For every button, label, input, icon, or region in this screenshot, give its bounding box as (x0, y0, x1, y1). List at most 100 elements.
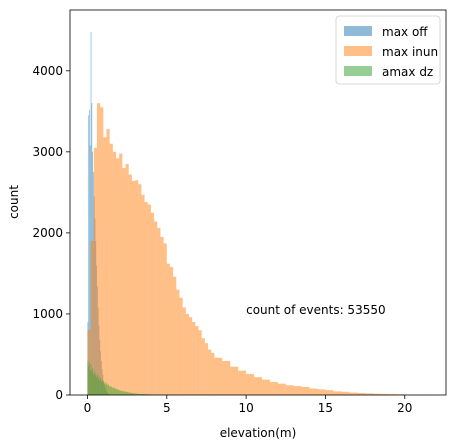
histogram-bars (87, 31, 429, 396)
histogram-bar (201, 338, 205, 395)
histogram-bar (112, 387, 113, 395)
legend-label: max off (382, 25, 428, 39)
histogram-bar (147, 204, 151, 395)
histogram-bar (269, 382, 278, 395)
histogram-bar (110, 387, 112, 395)
histogram-bar (115, 389, 117, 395)
histogram-bar (138, 184, 142, 395)
histogram-bar (122, 390, 124, 395)
histogram-bar (107, 385, 109, 395)
y-tick-label: 3000 (32, 145, 63, 159)
histogram-bar (154, 221, 158, 395)
series-1 (87, 103, 429, 396)
histogram-bar (105, 384, 107, 395)
histogram-bar (120, 390, 122, 395)
histogram-bar (130, 392, 132, 395)
legend-label: max inun (382, 45, 438, 59)
histogram-bar (333, 391, 342, 395)
legend-swatch (344, 66, 372, 76)
histogram-bar (222, 360, 231, 395)
histogram-bar (90, 241, 94, 395)
histogram-bar (141, 194, 145, 395)
legend-swatch (344, 46, 372, 56)
histogram-bar (94, 375, 96, 395)
histogram-bar (119, 390, 121, 395)
histogram-bar (112, 151, 117, 395)
histogram-bar (150, 212, 155, 395)
histogram-bar (91, 371, 93, 395)
series-2 (87, 360, 247, 395)
histogram-bar (246, 373, 255, 395)
histogram-bar (141, 394, 145, 395)
histogram-bar (133, 393, 136, 395)
histogram-bar (166, 263, 170, 395)
histogram-bar (96, 103, 101, 396)
histogram-bar (117, 389, 119, 395)
histogram-bar (173, 276, 177, 395)
histogram-bar (100, 377, 101, 395)
histogram-bar (176, 289, 180, 395)
histogram-bar (102, 382, 104, 395)
histogram-bar (103, 381, 105, 395)
histogram-bar (325, 390, 334, 395)
histogram-bar (90, 31, 92, 395)
histogram-bar (160, 236, 164, 395)
histogram-bar (112, 387, 114, 395)
legend-swatch (344, 26, 372, 36)
event-count-annotation: count of events: 53550 (246, 303, 386, 317)
histogram-bar (118, 390, 120, 395)
histogram-bar (126, 391, 128, 395)
histogram-bar (188, 317, 193, 395)
histogram-bar (309, 388, 318, 395)
histogram-bar (108, 386, 110, 395)
histogram-bar (109, 143, 113, 395)
plot-frame (69, 9, 447, 396)
histogram-bar (128, 174, 132, 395)
x-tick-label: 15 (318, 401, 333, 415)
histogram-bar (106, 129, 110, 395)
histogram-bar (100, 381, 102, 395)
histogram-bar (208, 349, 212, 395)
histogram-bar (144, 394, 148, 395)
histogram-bar (179, 297, 183, 395)
x-axis-ticks: 0 5 10 15 20 (84, 395, 412, 415)
histogram-bar (93, 370, 95, 395)
histogram-bar (301, 386, 310, 395)
histogram-bar (123, 391, 124, 395)
histogram-bar (380, 394, 389, 395)
histogram-bar (104, 383, 105, 395)
histogram-bar (124, 391, 126, 395)
histogram-bar (89, 145, 91, 395)
x-tick-label: 0 (84, 401, 92, 415)
y-tick-label: 0 (55, 388, 63, 402)
y-tick-label: 1000 (32, 307, 63, 321)
histogram-bar (230, 366, 239, 395)
histogram-bar (89, 362, 90, 395)
histogram-bar (182, 307, 186, 395)
histogram-bar (388, 394, 397, 395)
histogram-bar (192, 322, 196, 395)
histogram-bar (204, 343, 209, 395)
histogram-bar (277, 383, 286, 395)
y-axis-ticks: 0 1000 2000 3000 4000 (32, 64, 70, 402)
y-tick-label: 4000 (32, 64, 63, 78)
histogram-bar (238, 370, 247, 395)
histogram-bar (101, 379, 103, 395)
histogram-bar (125, 164, 129, 395)
histogram-bar (293, 386, 302, 395)
histogram-bar (88, 115, 90, 396)
histogram-bar (261, 379, 270, 395)
histogram-bar (96, 377, 97, 395)
histogram-bar (125, 391, 127, 395)
histogram-bar (116, 158, 120, 395)
histogram-bar (99, 380, 101, 395)
histogram-bar (185, 313, 189, 395)
histogram-bar (96, 374, 98, 395)
histogram-bar (122, 168, 126, 395)
histogram-bar (104, 382, 106, 395)
histogram-bar (138, 393, 142, 395)
histogram-bar (114, 387, 116, 395)
histogram-bar (169, 266, 174, 395)
histogram-bar (123, 391, 125, 395)
